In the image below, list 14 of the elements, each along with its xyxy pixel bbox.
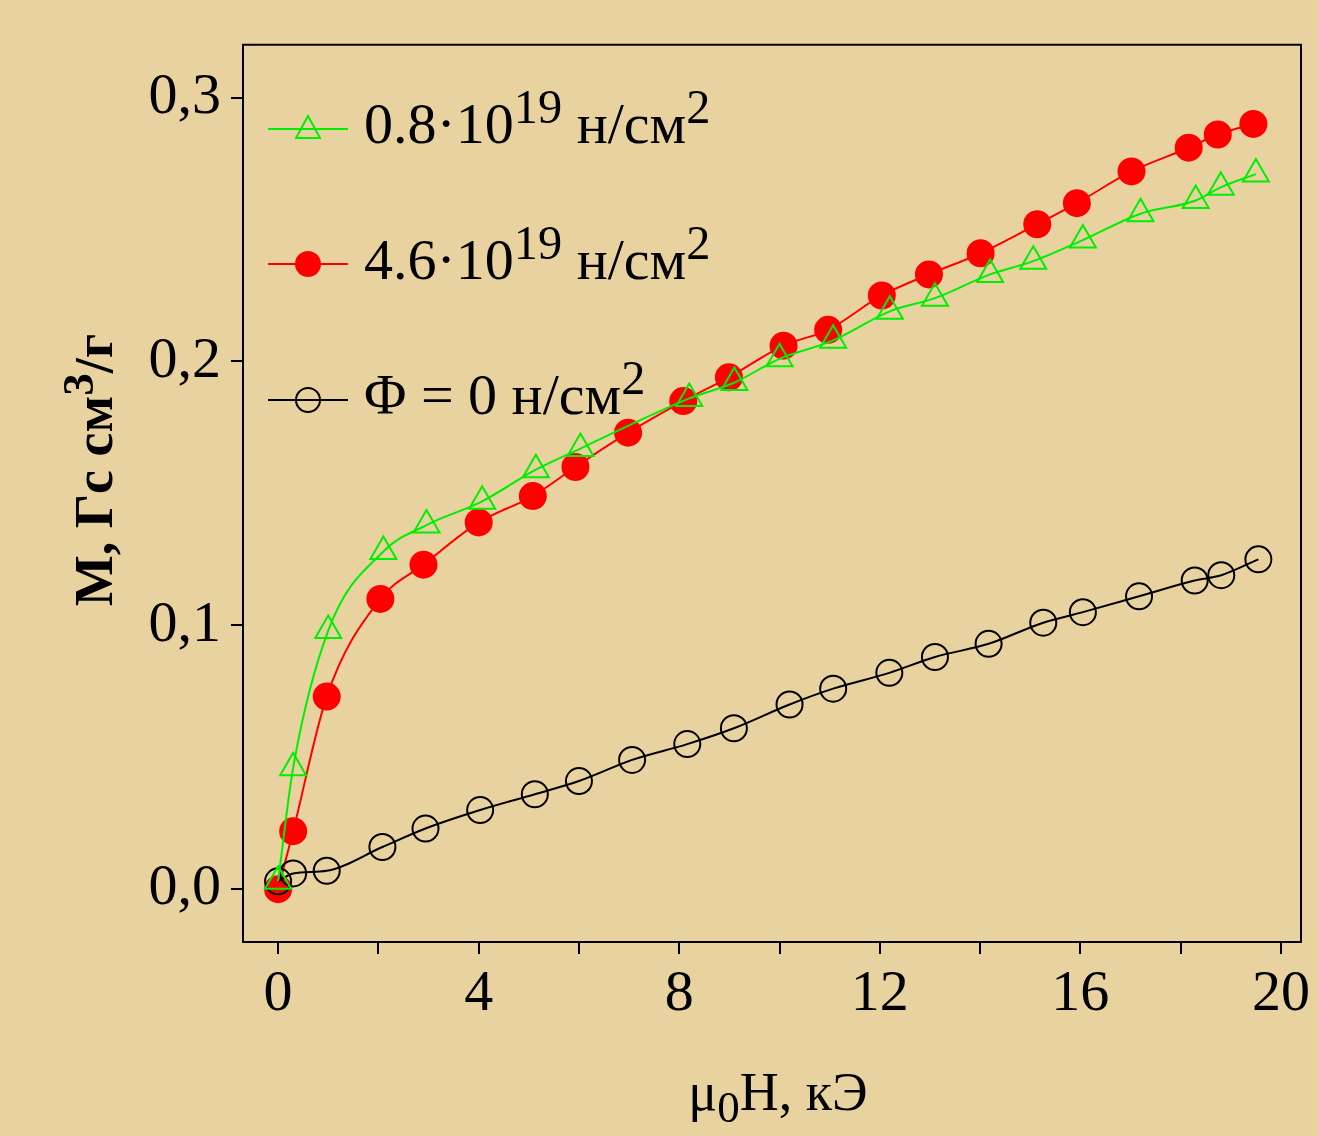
y-tick-label: 0,2 [148, 324, 221, 390]
x-tick-label: 12 [850, 958, 909, 1024]
x-tick-label: 4 [464, 958, 494, 1024]
x-tick-label: 20 [1251, 958, 1310, 1024]
legend-label: 4.6·10$^{19}$ н/см$^{2}$ [364, 215, 711, 292]
x-axis-title: μ$_{0}$H, кЭ [688, 1062, 868, 1134]
y-tick-label: 0,0 [148, 852, 221, 918]
x-tick-label: 8 [664, 958, 694, 1024]
x-tick-label: 16 [1051, 958, 1110, 1024]
legend-label: Φ = 0 н/см$^{2}$ [364, 350, 646, 427]
y-tick-label: 0,3 [148, 60, 221, 126]
legend-label: 0.8·10$^{19}$ н/см$^{2}$ [364, 80, 711, 157]
y-tick-label: 0,1 [148, 588, 221, 654]
x-tick-label: 0 [263, 958, 293, 1024]
